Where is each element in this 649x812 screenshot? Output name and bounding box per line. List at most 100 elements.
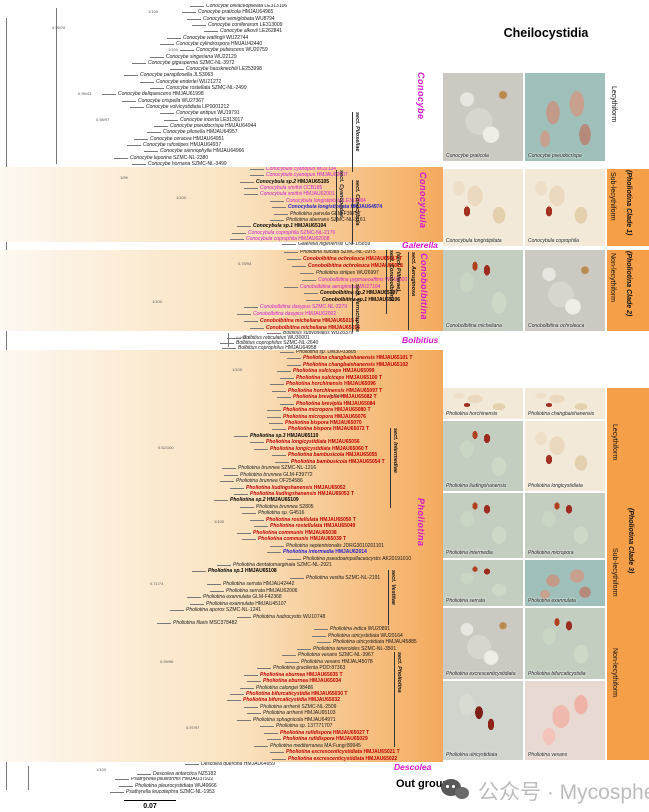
tree-tip: Pholiotina rostellulata HMJAU65050 T bbox=[0, 517, 443, 523]
tree-tip: Pholiotina longicystidiata HMJAU65060 T bbox=[0, 446, 443, 452]
section-label-pholiotina: sect. Pholiotina bbox=[394, 652, 402, 747]
tree-tip: Conocybe praticola HMJAU64965 bbox=[0, 10, 443, 15]
tree-tip: Conocybe coniferarum LE313009 bbox=[0, 22, 443, 28]
photo-row: Conocybula longistipitata Conocybula cop… bbox=[443, 169, 605, 246]
support-value: 1/100 bbox=[96, 767, 107, 772]
micrograph: Conobolbitina ochroleuca bbox=[525, 250, 605, 331]
tree-tip: Conocybe singeriana WU22129 bbox=[0, 54, 443, 60]
tree-tip: Pholiotina pleurocystidiata WU40666 bbox=[0, 783, 443, 789]
tree-tip: Conocybe rostellata SZMC-NL-2499 bbox=[0, 86, 443, 91]
tree-tip: Conocybe deliquescens HMJAU61998 bbox=[0, 92, 443, 97]
photo-caption: Pholiotina liudingshanensis bbox=[446, 483, 507, 489]
photo-caption: Conobolbitina micheliana bbox=[446, 323, 502, 329]
tree-tip: Conocybe crispella WU27367 bbox=[0, 98, 443, 104]
tree-tip: Conocybula coprophila HMJAU62008 bbox=[0, 236, 443, 242]
tree-tip: Pholiotina longicystidiata HMJAU65056 bbox=[0, 440, 443, 445]
tree-tip: Pholiotina changbaishanensis HMJAU65102 bbox=[0, 362, 443, 368]
tree-tip: Conocybula smithii CCB185 bbox=[0, 186, 443, 191]
scale-bar-value: 0.07 bbox=[143, 803, 157, 810]
tree-tip: Bolbitius subvolvatus WU28379 bbox=[0, 331, 443, 336]
section-label-conocybula: sect. Conocybula bbox=[352, 180, 360, 244]
clade-conocybe: Conocybe olivaceopileata LE313106 Conocyb… bbox=[0, 4, 443, 167]
tree-tip: Pholiotina brunnea SZMC-NL-1216 bbox=[0, 466, 443, 471]
tree-tip: Pholiotina sp. DM30-03805 bbox=[0, 350, 443, 355]
tree-tip: Pholiotina excrescenticystidiata HMJAU65… bbox=[0, 750, 443, 755]
clade-bolbitius: Bolbitius subvolvatus WU28379 Bolbitius r… bbox=[0, 331, 443, 350]
tree-spine bbox=[28, 766, 29, 790]
tree-tip: Pholiotina communis HMJAU65038 bbox=[0, 530, 443, 536]
support-value: 0.99/91 bbox=[236, 335, 250, 340]
photo-row: Conobolbitina micheliana Conobolbitina o… bbox=[443, 250, 605, 331]
tree-tip: Conocybula cyanopus WU2134 bbox=[0, 167, 443, 172]
clade-galerella: Galerella nigeriensis CNF1/5859 bbox=[0, 242, 443, 250]
tree-tip: Pholiotina dentatomarginata SZMC-NL-2921 bbox=[0, 562, 443, 568]
tree-tip: Conocybe volvicystidiata LIP0001212 bbox=[0, 105, 443, 110]
tree-tip: Conocybe leporina SZMC-NL-2380 bbox=[0, 155, 443, 161]
photo-panel-title: Cheilocystidia bbox=[503, 26, 589, 40]
photo-caption: Conocybula coprophila bbox=[528, 238, 579, 244]
tree-tip: Pholiotina bifurcaticystidia HMJAU65030 … bbox=[0, 692, 443, 697]
photo-caption: Pholiotina longicystidiata bbox=[528, 483, 583, 489]
support-value: 0.99/96 bbox=[160, 659, 174, 664]
support-value: 1/100 bbox=[176, 195, 187, 200]
support-value: 0.52/100 bbox=[158, 445, 174, 450]
clade1-band bbox=[607, 169, 649, 246]
tree-tip: Pholiotina brunnea OF254586 bbox=[0, 479, 443, 484]
support-value: 0.75/94 bbox=[238, 261, 252, 266]
tree-tip: Pholiotina intermedia HMJAU62014 bbox=[0, 550, 443, 555]
tree-tip: Conocybe watlingii WU22744 bbox=[0, 35, 443, 41]
section-label-piliferae: (sect. Piliferae) bbox=[395, 252, 401, 292]
genus-label-conocybula: Conocybula bbox=[418, 172, 428, 229]
scale-bar bbox=[124, 800, 176, 801]
genus-label-galerella: Galerella bbox=[402, 240, 438, 250]
tree-tip: Conobolbitina sp.2 HMJAU65107 bbox=[0, 291, 443, 296]
section-label-pilosellae: sect. Pilosellae bbox=[352, 112, 360, 172]
photo-row: Pholiotina intermedia Pholiotina micropo… bbox=[443, 493, 605, 558]
tree-tip: Pholiotina sulciceps HMJAU65100 T bbox=[0, 375, 443, 381]
tree-tip: Pholiotina utricystidiata HMJAU45885 bbox=[0, 640, 443, 645]
tree-tip: Pholiotina eburnea HMJAU65035 T bbox=[0, 672, 443, 678]
support-value: 0.76/91 bbox=[330, 393, 344, 398]
tree-tip: Pholiotina aporos SZMC-NL-1241 bbox=[0, 608, 443, 613]
section-label-verrucispora: sect. Verrucispora bbox=[352, 284, 360, 332]
photo-caption: Pholiotina excrescenticystidiata bbox=[446, 671, 516, 677]
photo-caption: Pholiotina vexans bbox=[528, 752, 568, 758]
tree-tip: Pholiotina excrescenticystidiata HMJAU65… bbox=[0, 756, 443, 762]
tree-tip: Pholiotina horchinensis HMJAU65097 T bbox=[0, 388, 443, 394]
micrograph: Pholiotina intermedia bbox=[443, 493, 523, 558]
tree-tip: Pholiotina arrhenii SZMC-NL-2509 bbox=[0, 704, 443, 710]
tree-tip: Pholiotina rostellulata HMJAU65049 bbox=[0, 524, 443, 529]
tree-tip: Pholiotina pseudoampullaceocystis AK2019… bbox=[0, 556, 443, 562]
label-pholiotina-clade-2: (Pholiotina Clade 2) bbox=[625, 251, 632, 317]
tree-tip: Pholiotina horchinensis HMJAU65096 bbox=[0, 382, 443, 387]
photo-caption: Pholiotina serrata bbox=[446, 598, 485, 604]
tree-tip: Pholiotina sulciceps HMJAU65099 bbox=[0, 369, 443, 374]
tree-tip: Pholiotina changbaishanensis HMJAU65101 … bbox=[0, 356, 443, 361]
tree-tip: Pholiotina rufidispora HMJAU65027 T bbox=[0, 730, 443, 736]
tree-tip: Conocybe rufostipes HMJAU64937 bbox=[0, 142, 443, 148]
photo-caption: Conocybula longistipitata bbox=[446, 238, 502, 244]
tree-tip: Conocybe cylindrospora HMJAU42440 bbox=[0, 41, 443, 47]
micrograph: Pholiotina serrata bbox=[443, 560, 523, 606]
tree-tip: Conocybe pseudocrispa HMJAU64944 bbox=[0, 123, 443, 129]
tree-tip: Pholiotina bambusicola HMJAU65054 T bbox=[0, 459, 443, 465]
tree-tip: Pholiotina indica WU20891 bbox=[0, 627, 443, 632]
tree-tip: Pholiotina bambusicola HMJAU65055 bbox=[0, 453, 443, 458]
wechat-icon bbox=[441, 779, 471, 803]
tree-tip: Pholiotina calongei 98486 bbox=[0, 685, 443, 691]
section-label-conobolbitina: sect. Conobolbitina bbox=[386, 250, 394, 314]
tree-tip: Conobolbitina ochroleuca HMJAU65017 T bbox=[0, 256, 443, 262]
tree-tip: Pholiotina sp. G4516 bbox=[0, 511, 443, 516]
tree-tip: Pholiotina striipes WU26997 bbox=[0, 270, 443, 276]
tree-tip: Pholiotina sulcata SZMC-NL-1975 bbox=[0, 250, 443, 255]
tree-tip: Pholiotina utricystidiata WU20164 bbox=[0, 633, 443, 639]
micrograph: Pholiotina changbaishanensis bbox=[525, 388, 605, 419]
tree-tip: Conocybula longistipitata HMJAU64974 bbox=[0, 205, 443, 210]
tree-tip: Pholiotina serrata HMJAU42442 bbox=[0, 582, 443, 587]
tree-tip: Pholiotina brevipila HMJAU65084 bbox=[0, 401, 443, 407]
support-value: 0.97/97 bbox=[186, 725, 200, 730]
tree-tip: Pholiotina parvula GLM-F39727 bbox=[0, 211, 443, 217]
photo-caption: Pholiotina utricystidiata bbox=[446, 752, 498, 758]
tree-tip: Conobolbitina dasypus SZMC-NL-2279 bbox=[0, 305, 443, 310]
label-non-lecythiform-1: Non-lecythiform bbox=[609, 253, 616, 303]
